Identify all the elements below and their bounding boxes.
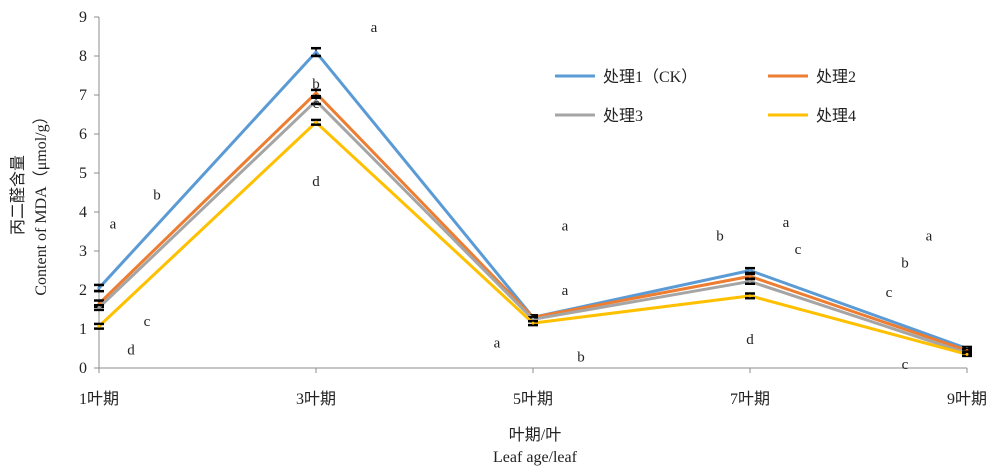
series-3: [94, 96, 972, 356]
y-tick-label: 7: [79, 87, 87, 104]
x-tick-label: 7叶期: [730, 390, 770, 408]
significance-letter: a: [562, 219, 569, 235]
y-tick-label: 9: [79, 9, 87, 26]
x-axis-title-cn: 叶期/叶: [509, 426, 561, 444]
x-tick-label: 1叶期: [79, 390, 119, 408]
data-point: [748, 274, 752, 278]
legend: 处理1（CK） 处理2 处理3 处理4: [555, 68, 856, 125]
data-point: [314, 91, 318, 95]
significance-letter: a: [926, 228, 933, 244]
legend-item: 处理2: [768, 68, 856, 86]
y-tick-label: 4: [79, 204, 87, 221]
significance-letter: a: [110, 217, 117, 233]
series-line: [97, 91, 969, 352]
legend-item: 处理4: [768, 107, 856, 125]
y-tick-label: 0: [79, 360, 87, 377]
significance-letter: c: [313, 96, 320, 112]
axes: 0 1 2 3 4 5 6 7 8 9 1叶期 3叶期 5叶期 7叶期 9叶期: [79, 9, 987, 408]
significance-letter: c: [795, 242, 802, 258]
legend-label: 处理2: [816, 68, 856, 86]
data-point: [97, 306, 101, 310]
data-point: [748, 294, 752, 298]
significance-letter: a: [371, 20, 378, 36]
data-point: [314, 50, 318, 54]
significance-letter: c: [886, 285, 893, 301]
significance-letter: b: [716, 228, 724, 244]
data-point: [314, 99, 318, 103]
significance-letter: d: [127, 342, 135, 358]
data-point: [97, 324, 101, 328]
legend-item: 处理3: [555, 107, 643, 125]
series-line: [97, 50, 969, 350]
y-tick-label: 5: [79, 165, 87, 182]
significance-letter: a: [494, 336, 501, 352]
legend-label: 处理4: [816, 107, 856, 125]
data-point: [748, 279, 752, 283]
data-point: [531, 321, 535, 325]
series-layer: [94, 46, 972, 358]
data-point: [97, 286, 101, 290]
significance-letter: a: [783, 215, 790, 231]
data-point: [748, 269, 752, 272]
significance-letter: b: [577, 349, 585, 365]
x-axis-title-en: Leaf age/leaf: [493, 449, 578, 466]
legend-label: 处理1（CK）: [603, 68, 697, 86]
significance-letter: b: [901, 256, 909, 272]
y-tick-label: 3: [79, 243, 87, 260]
significance-letter: c: [144, 314, 151, 330]
x-tick-label: 9叶期: [947, 390, 987, 408]
significance-letter: d: [746, 332, 754, 348]
significance-letter: b: [312, 76, 320, 92]
series-1: [94, 46, 972, 352]
x-tick-label: 5叶期: [513, 390, 553, 408]
significance-letter: c: [902, 357, 909, 373]
y-tick-label: 2: [79, 282, 87, 299]
y-axis-title-en: Content of MDA（μmol/g）: [32, 108, 50, 295]
significance-letter: d: [312, 174, 320, 190]
y-tick-label: 1: [79, 321, 87, 338]
y-axis-title-cn: 丙二醛含量: [9, 155, 27, 235]
legend-item: 处理1（CK）: [555, 68, 697, 86]
significance-letter: b: [153, 187, 161, 203]
data-point: [965, 352, 969, 356]
y-tick-label: 6: [79, 126, 87, 143]
data-point: [314, 120, 318, 124]
significance-letter: a: [562, 283, 569, 299]
x-tick-label: 3叶期: [296, 390, 336, 408]
y-tick-label: 8: [79, 48, 87, 65]
legend-label: 处理3: [603, 107, 643, 125]
series-4: [94, 118, 972, 358]
